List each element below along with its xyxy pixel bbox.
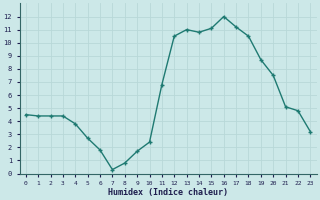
X-axis label: Humidex (Indice chaleur): Humidex (Indice chaleur) <box>108 188 228 197</box>
